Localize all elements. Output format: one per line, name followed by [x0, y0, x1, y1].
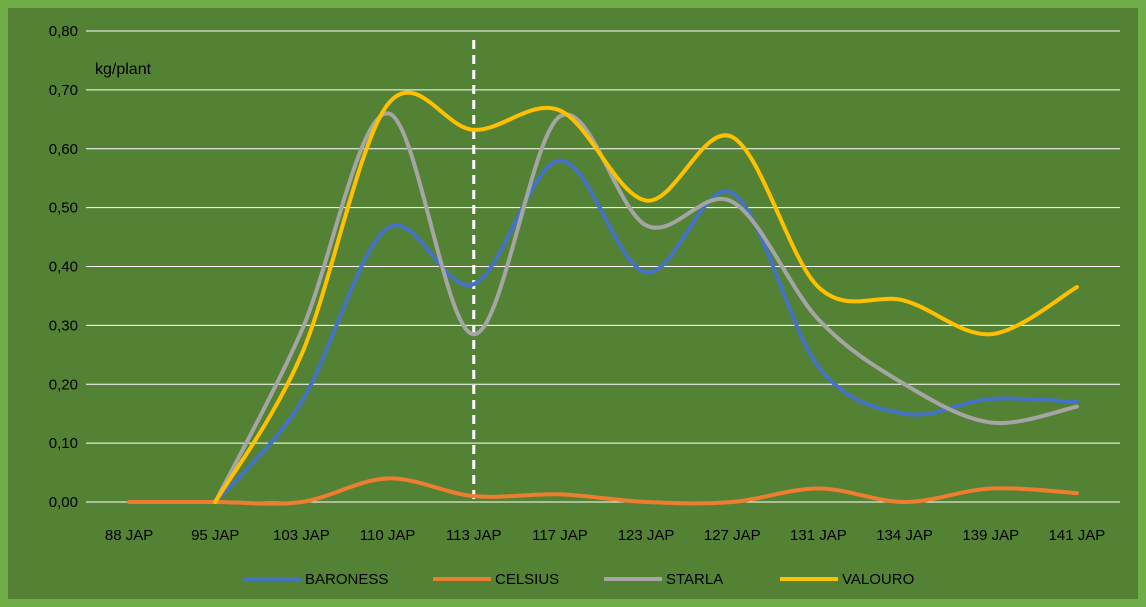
legend-label: STARLA [666, 571, 723, 588]
gridlines [86, 30, 1120, 503]
line-chart: 0,00 0,10 0,20 0,30 0,40 0,50 0,60 0,70 0,80 88 … [49, 23, 1120, 588]
x-tick-label: 127 JAP [704, 527, 761, 544]
series-line-celsius [127, 476, 1079, 506]
x-axis-ticks: 88 JAP 95 JAP 103 JAP 110 JAP 113 JAP 117 JAP… [105, 527, 1105, 544]
y-tick-label: 0,20 [49, 376, 78, 393]
series-line-baroness [213, 158, 1079, 504]
x-tick-label: 110 JAP [360, 527, 416, 544]
x-tick-label: 141 JAP [1049, 527, 1106, 544]
legend-item-starla: STARLA [604, 571, 723, 588]
y-tick-label: 0,10 [49, 435, 78, 452]
y-tick-label: 0,40 [49, 259, 78, 276]
x-tick-label: 139 JAP [962, 527, 1019, 544]
unit-label: kg/plant [95, 61, 152, 78]
x-tick-label: 123 JAP [618, 527, 675, 544]
legend: BARONESS CELSIUS STARLA VALOURO [243, 571, 914, 588]
legend-label: CELSIUS [495, 571, 559, 588]
x-tick-label: 88 JAP [105, 527, 153, 544]
legend-label: BARONESS [305, 571, 388, 588]
y-tick-label: 0,60 [49, 141, 78, 158]
x-tick-label: 113 JAP [446, 527, 502, 544]
series-line-valouro [213, 90, 1079, 504]
y-tick-label: 0,80 [49, 23, 78, 40]
x-tick-label: 103 JAP [273, 527, 330, 544]
y-tick-label: 0,70 [49, 82, 78, 99]
x-tick-label: 95 JAP [191, 527, 239, 544]
series-lines [127, 90, 1079, 506]
x-tick-label: 117 JAP [532, 527, 588, 544]
x-tick-label: 131 JAP [790, 527, 847, 544]
legend-item-celsius: CELSIUS [433, 571, 559, 588]
legend-label: VALOURO [842, 571, 914, 588]
chart-area: 0,00 0,10 0,20 0,30 0,40 0,50 0,60 0,70 0,80 88 … [8, 8, 1138, 599]
y-tick-label: 0,00 [49, 494, 78, 511]
series-line-starla [213, 111, 1079, 504]
x-tick-label: 134 JAP [876, 527, 933, 544]
y-tick-label: 0,30 [49, 317, 78, 334]
y-tick-label: 0,50 [49, 200, 78, 217]
y-axis-ticks: 0,00 0,10 0,20 0,30 0,40 0,50 0,60 0,70 0,80 [49, 23, 78, 511]
legend-item-valouro: VALOURO [780, 571, 914, 588]
legend-item-baroness: BARONESS [243, 571, 388, 588]
